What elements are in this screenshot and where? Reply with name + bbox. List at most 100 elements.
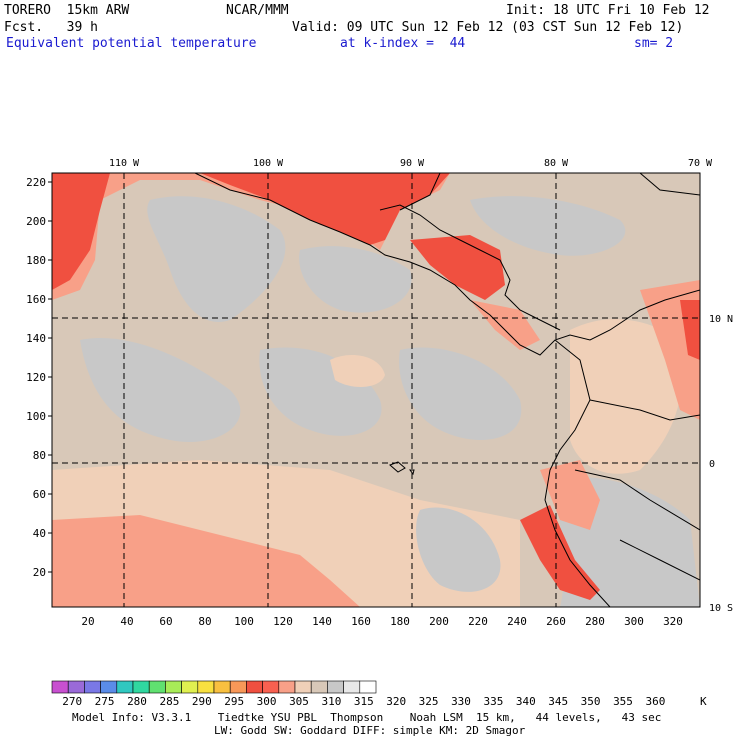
x-label: 300 (624, 615, 644, 628)
x-label: 80 (198, 615, 211, 628)
colorbar-swatch (181, 680, 199, 694)
field-warm-ecuador (540, 460, 600, 530)
colorbar-swatch (51, 680, 69, 694)
lon-label: 90 W (400, 158, 425, 169)
lon-labels: 110 W 100 W 90 W 80 W 70 W (109, 158, 713, 169)
colorbar-level-label: 275 (95, 695, 115, 708)
field-hot-venezuela (680, 300, 700, 360)
colorbar: 270 275 280 285 290 295 300 305 310 315 320 325 330 3… (51, 680, 707, 708)
x-label: 160 (351, 615, 371, 628)
lon-label: 70 W (688, 158, 713, 169)
colorbar-swatch (310, 680, 328, 694)
x-label: 120 (273, 615, 293, 628)
coastline-yucatan (399, 173, 441, 211)
colorbar-swatch (116, 680, 134, 694)
colorbar-swatch (213, 680, 231, 694)
y-label: 200 (26, 215, 46, 228)
valid-time: Valid: 09 UTC Sun 12 Feb 12 (03 CST Sun … (292, 20, 684, 35)
center-name: NCAR/MMM (226, 3, 289, 18)
smoothing-label: sm= 2 (634, 36, 674, 51)
colorbar-level-label: 340 (516, 695, 536, 708)
footer-line2: LW: Godd SW: Goddard DIFF: simple KM: 2D… (214, 724, 526, 737)
colorbar-swatch (67, 680, 85, 694)
y-label: 180 (26, 254, 46, 267)
border-colombia (589, 399, 700, 421)
colorbar-level-label: 335 (483, 695, 503, 708)
colorbar-swatch (343, 680, 361, 694)
coastlines (194, 173, 700, 607)
field-title: Equivalent potential temperature (6, 36, 257, 51)
colorbar-level-label: 350 (581, 695, 601, 708)
field-patch-grey (147, 196, 286, 322)
forecast-hour: Fcst. 39 h (4, 20, 98, 35)
colorbar-swatch (327, 680, 344, 694)
colorbar-level-label: 310 (321, 695, 341, 708)
lat-label: 10 S (709, 603, 733, 614)
colorbar-level-label: 320 (386, 695, 406, 708)
x-label: 220 (468, 615, 488, 628)
coastline-cuba (639, 173, 700, 196)
field-patch-grey (399, 347, 522, 440)
colorbar-level-label: 295 (224, 695, 244, 708)
colorbar-swatch (165, 680, 182, 694)
lat-labels: 10 N 0 10 S (709, 314, 733, 614)
field-band-southwest (52, 515, 360, 607)
colorbar-level-label: 305 (289, 695, 309, 708)
colorbar-swatch (229, 680, 247, 694)
lon-label: 110 W (109, 158, 140, 169)
y-label: 120 (26, 371, 46, 384)
coastline-caribbean (379, 204, 561, 331)
x-label: 40 (120, 615, 133, 628)
y-label: 100 (26, 410, 46, 423)
level-label: at k-index = 44 (340, 36, 466, 51)
y-label: 20 (33, 566, 46, 579)
y-label: 40 (33, 527, 46, 540)
colorbar-swatch (278, 680, 296, 694)
footer-line1: Model Info: V3.3.1 Tiedtke YSU PBL Thomp… (72, 711, 662, 724)
field-patch-light (570, 319, 683, 474)
x-label: 20 (81, 615, 94, 628)
x-label: 320 (663, 615, 683, 628)
y-label: 220 (26, 176, 46, 189)
x-label: 100 (234, 615, 254, 628)
colorbar-level-label: 330 (451, 695, 471, 708)
field-patch-light (330, 355, 385, 387)
colorbar-level-label: 280 (127, 695, 147, 708)
coastline-pacific-north (194, 173, 700, 356)
lon-label: 80 W (544, 158, 569, 169)
colorbar-swatch (84, 680, 101, 694)
colorbar-level-label: 360 (645, 695, 665, 708)
colorbar-swatch (148, 680, 166, 694)
y-axis-labels: 20 40 60 80 100 120 140 160 180 200 220 (26, 176, 46, 579)
colorbar-level-label: 325 (419, 695, 439, 708)
border-ecuador-peru (574, 469, 700, 531)
colorbar-swatch (100, 680, 118, 694)
field-hot-northwest (52, 173, 110, 290)
lon-label: 100 W (253, 158, 284, 169)
colorbar-swatch (197, 680, 215, 694)
x-label: 260 (546, 615, 566, 628)
field-patch-grey (299, 246, 412, 313)
y-label: 160 (26, 293, 46, 306)
colorbar-level-label: 285 (159, 695, 179, 708)
tick-marks (48, 181, 52, 573)
colorbar-swatch (246, 680, 263, 694)
lat-label: 10 N (709, 314, 733, 325)
colorbar-swatch (262, 680, 280, 694)
lat-label: 0 (709, 459, 715, 470)
theta-e-field (52, 173, 700, 607)
x-label: 140 (312, 615, 332, 628)
colorbar-swatch (359, 680, 377, 694)
border-peru-brazil (619, 539, 700, 581)
field-hot-mexico (200, 173, 450, 245)
model-name: TORERO 15km ARW (4, 3, 130, 18)
x-axis-labels: 20 40 60 80 100 120 140 160 180 200 220 … (81, 615, 683, 628)
y-label: 140 (26, 332, 46, 345)
x-label: 280 (585, 615, 605, 628)
colorbar-unit: K (700, 695, 707, 708)
x-label: 60 (159, 615, 172, 628)
field-patch-grey (416, 507, 501, 592)
field-hot-centralam (410, 235, 505, 300)
field-hot-peru (520, 505, 600, 600)
